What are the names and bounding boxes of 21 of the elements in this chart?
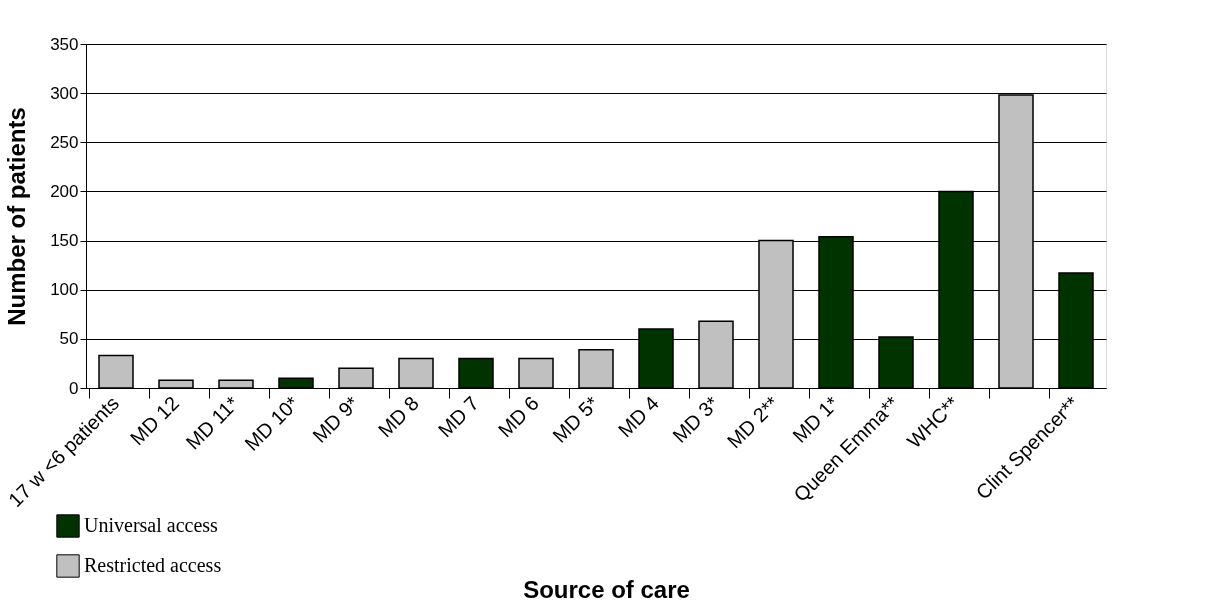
y-tick-label: 250	[50, 132, 79, 152]
x-tick-label: MD 4	[613, 392, 664, 442]
y-tick-label: 200	[50, 181, 79, 201]
y-axis-title: Number of patients	[3, 107, 31, 326]
legend-label: Restricted access	[84, 554, 222, 576]
x-tick-label: MD 3*	[668, 391, 724, 447]
x-tick-label: MD 9*	[308, 391, 364, 447]
x-tick-label: MD 5*	[548, 391, 604, 447]
y-tick-label: 150	[50, 231, 79, 251]
x-tick-label: MD 7	[433, 392, 484, 442]
y-tick-label: 0	[69, 378, 79, 398]
y-tick-label: 350	[50, 34, 79, 54]
x-tick-label: MD 2**	[722, 391, 784, 453]
x-tick-label: MD 12	[125, 392, 184, 450]
y-tick-label: 50	[59, 329, 79, 349]
legend-label: Universal access	[84, 514, 219, 536]
x-tick-label: MD 6	[493, 392, 544, 442]
x-tick-label: MD 8	[373, 392, 424, 442]
x-axis-title: Source of care	[523, 575, 690, 602]
y-tick-label: 300	[50, 83, 79, 103]
y-tick-label: 100	[50, 280, 79, 300]
